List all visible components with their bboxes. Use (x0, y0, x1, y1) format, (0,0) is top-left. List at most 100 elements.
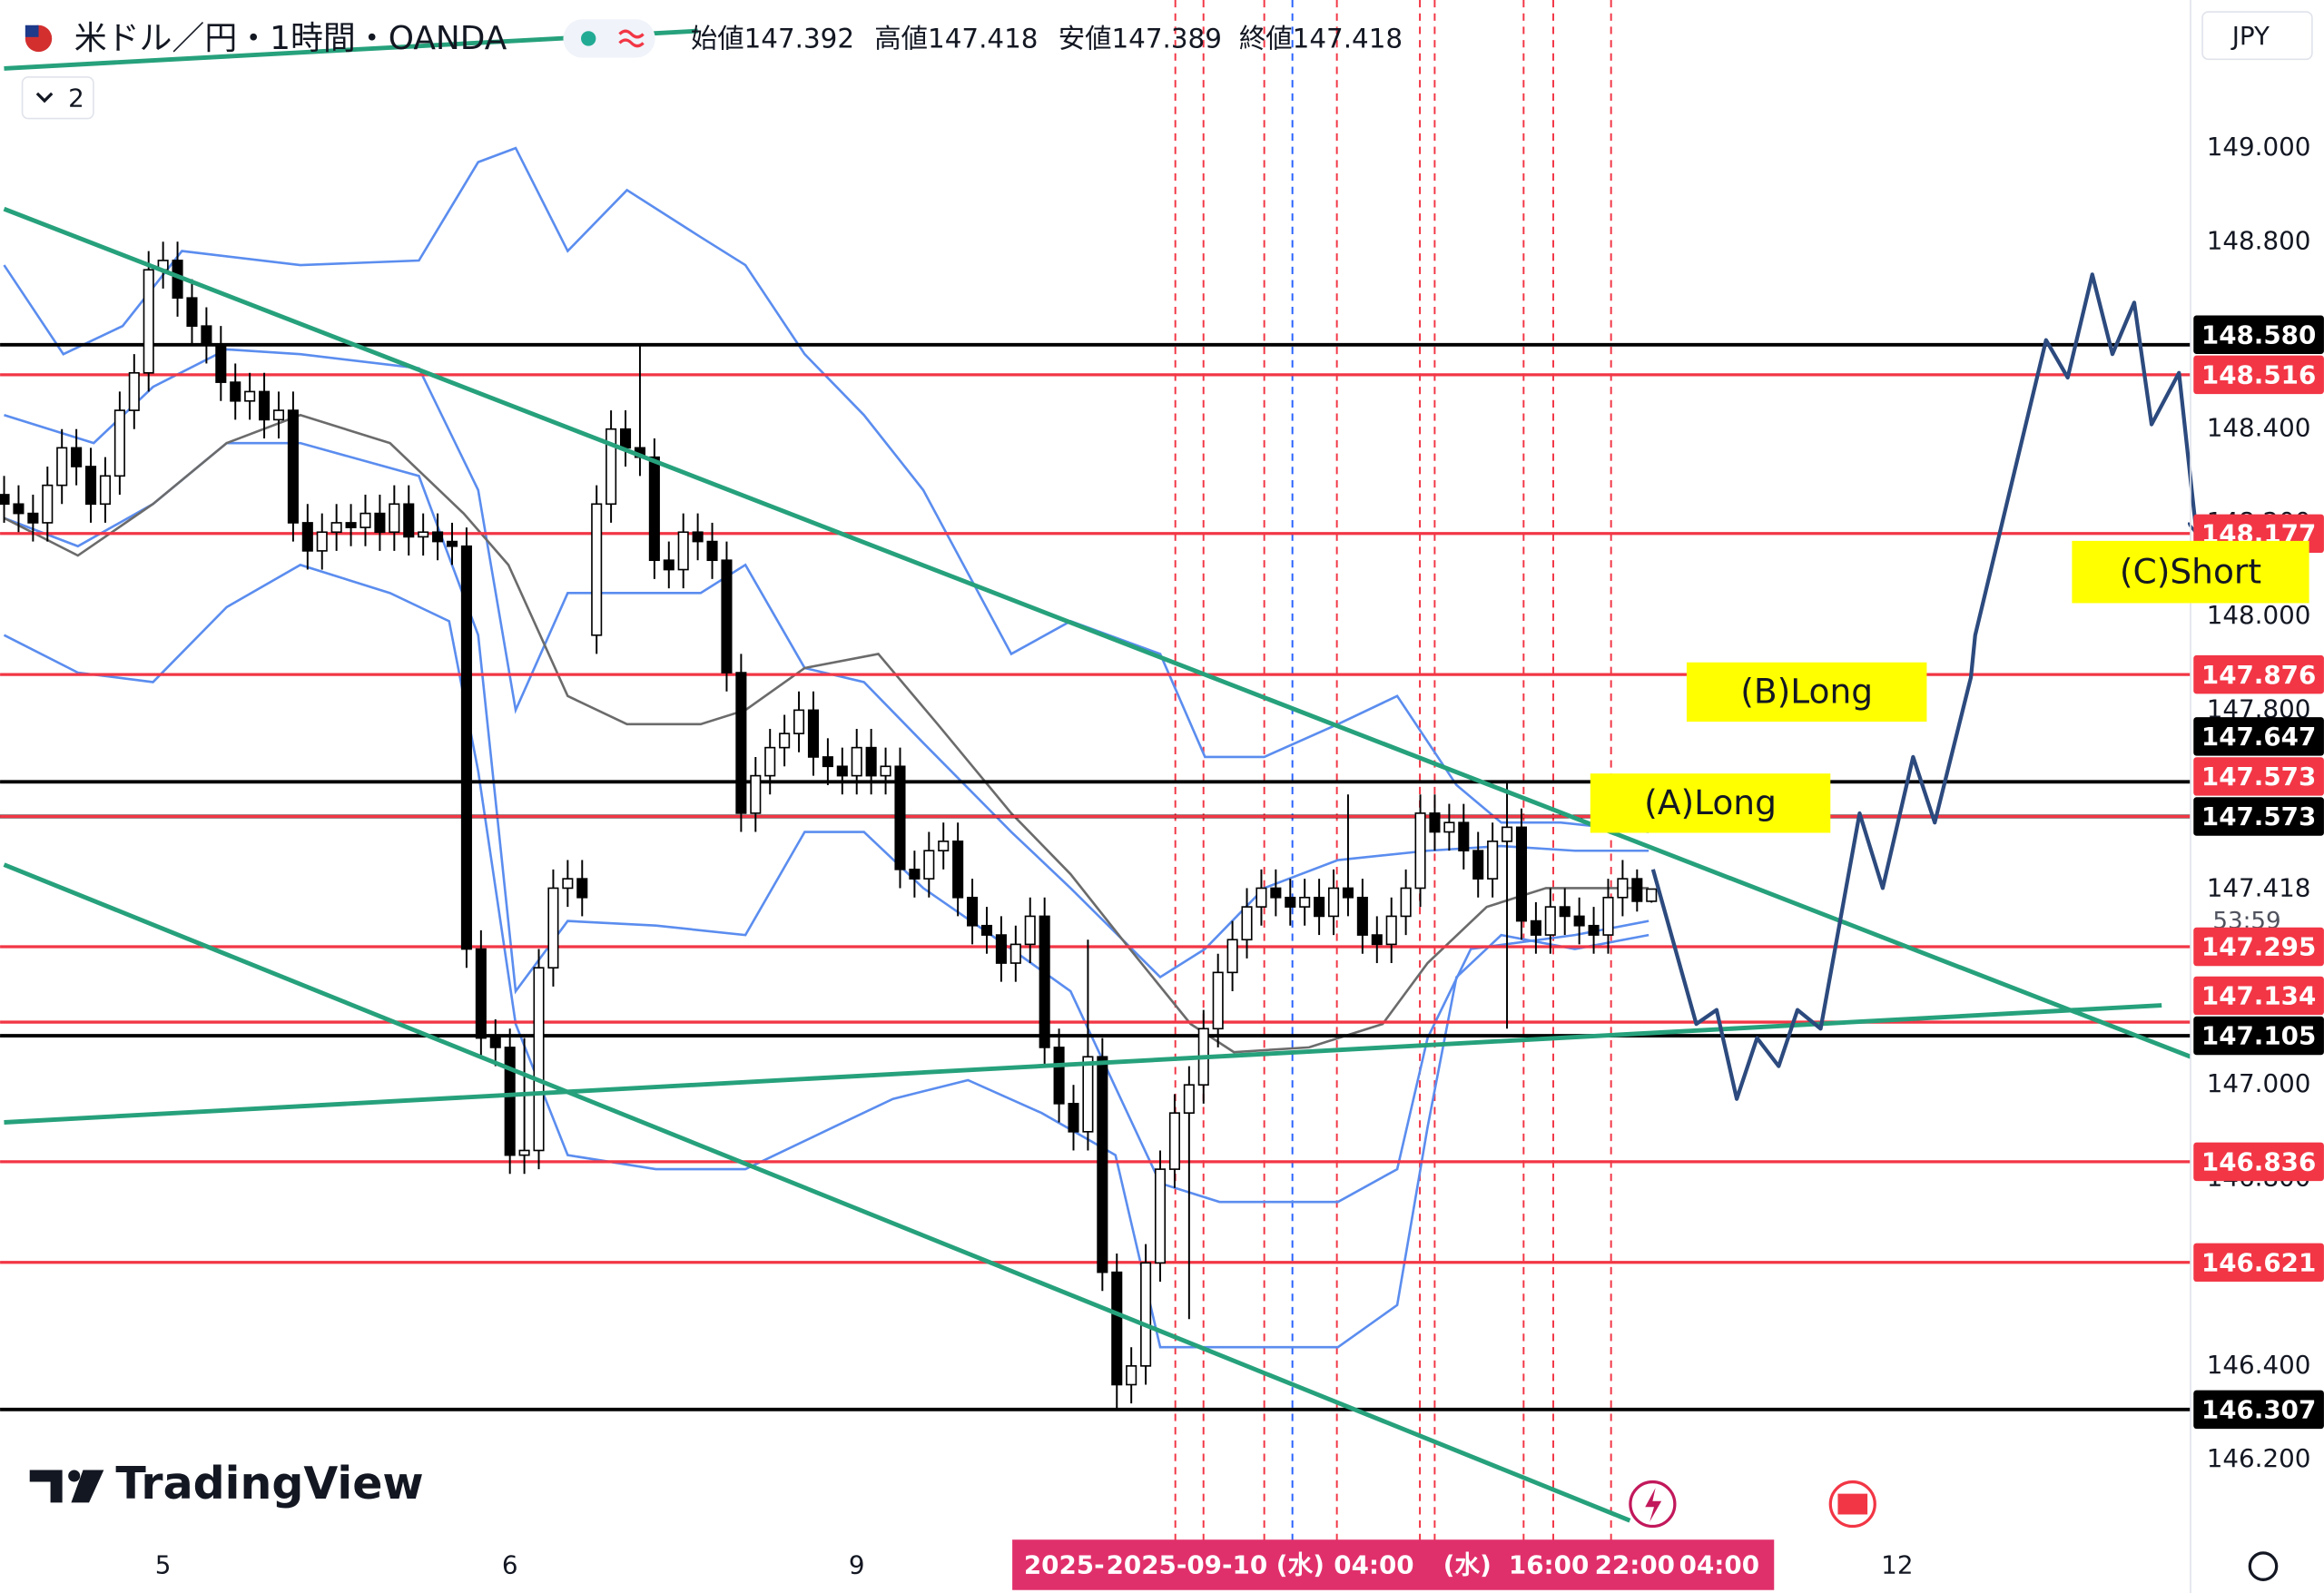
candle-body (13, 503, 25, 515)
candle-body (128, 371, 140, 411)
candle-body (648, 456, 660, 562)
candle-body (1573, 915, 1585, 927)
level-label: 147.295 (2201, 932, 2316, 962)
trendlines (3, 28, 2191, 1523)
candle-body (1039, 915, 1050, 1048)
level-label-box (2193, 1390, 2324, 1430)
candle-body (1588, 924, 1600, 936)
candle-body (1154, 1168, 1167, 1264)
candle-body (663, 559, 675, 571)
annotations: (A)Long (B)Long (C)Short (1590, 540, 2309, 833)
candle-body (1053, 1047, 1065, 1105)
candle-body (1068, 1103, 1079, 1133)
status-dot (581, 31, 596, 46)
candle-body (894, 765, 906, 870)
x-tick-label: 6 (502, 1550, 518, 1580)
y-tick-label: 148.000 (2207, 600, 2311, 630)
y-tick-label: 146.200 (2207, 1443, 2311, 1473)
candle-body (244, 390, 256, 402)
ohlc-low: 安値147.389 (1059, 24, 1222, 54)
crosshair-bar (1012, 1539, 1775, 1590)
candle-body (1299, 896, 1311, 908)
candle-body (1530, 919, 1541, 936)
y-tick-label: 149.000 (2207, 132, 2311, 162)
level-label-box (2193, 1243, 2324, 1283)
candle-body (591, 503, 603, 636)
candle-body (1631, 878, 1643, 902)
candle-body (1082, 1056, 1094, 1133)
candle-body (706, 540, 718, 562)
candle-body (1342, 887, 1354, 899)
level-label-box (2193, 1142, 2324, 1182)
candle-body (1458, 821, 1470, 851)
candle-body (143, 269, 154, 374)
candle-body (301, 522, 313, 552)
level-label-box (2193, 757, 2324, 796)
level-label: 146.621 (2201, 1247, 2316, 1277)
candle-body (1356, 896, 1368, 936)
ohlc-open: 始値147.392 (691, 24, 854, 54)
candle-body (1212, 971, 1224, 1030)
candle-body (432, 531, 444, 543)
annotation-box (2072, 540, 2309, 604)
level-label: 147.647 (2201, 722, 2316, 752)
candle-body (1472, 850, 1484, 880)
level-label: 148.580 (2201, 320, 2316, 349)
level-label-box (2193, 355, 2324, 395)
indicator-toggle[interactable] (21, 76, 94, 120)
candle-body (1270, 887, 1282, 899)
x-tick-label: 9 (849, 1550, 865, 1580)
candle-body (952, 841, 964, 899)
level-label: 147.105 (2201, 1021, 2316, 1051)
currency-button[interactable] (2201, 11, 2313, 61)
x-tick-label: 12 (1881, 1550, 1913, 1580)
candle-body (1515, 826, 1528, 922)
candle-body (475, 948, 487, 1039)
indicator-count: 2 (68, 83, 84, 113)
candle-body (1602, 896, 1614, 936)
header: 米ドル／円・1時間・OANDA 始値147.392 高値147.418 安値14… (21, 11, 2313, 120)
logo-mark (29, 1470, 63, 1503)
level-label-box (2193, 976, 2324, 1016)
crosshair-label: 16:00 (1509, 1550, 1589, 1580)
candle-body (272, 409, 285, 421)
level-label: 148.516 (2201, 359, 2316, 389)
candle-body (1371, 934, 1383, 946)
candle-body (56, 447, 68, 487)
projection (1650, 272, 2196, 1101)
candle-body (764, 746, 776, 777)
crosshair-label: 22:00 (1595, 1550, 1675, 1580)
event-icon (1837, 1493, 1868, 1515)
last-price-box (2193, 868, 2324, 937)
candle-body (446, 540, 458, 547)
candle-body (692, 531, 704, 543)
candle-body (1126, 1365, 1137, 1386)
logo-mark (68, 1470, 81, 1482)
status-icon (618, 29, 645, 48)
crosshair-label: 04:00 (1679, 1550, 1759, 1580)
candle-body (215, 344, 227, 383)
candle-body (1140, 1262, 1152, 1367)
candle-body (793, 709, 805, 734)
candle-body (576, 878, 588, 899)
candle-body (259, 390, 271, 421)
candle-body (980, 924, 993, 936)
candle-body (113, 409, 125, 477)
candle-body (909, 869, 921, 880)
annotation-text: (B)Long (1740, 672, 1873, 712)
candle-body (1443, 821, 1455, 833)
settings-icon[interactable] (2248, 1551, 2279, 1581)
vertical-markers (1174, 0, 1612, 1541)
annotation-text: (C)Short (2120, 551, 2261, 591)
trendline (3, 206, 2191, 1059)
level-label-box (2193, 654, 2324, 694)
crosshair-label: 04:00 (1334, 1550, 1413, 1580)
level-label: 146.307 (2201, 1394, 2316, 1424)
candle-body (562, 878, 574, 890)
status-pill (563, 19, 655, 58)
candle-body (750, 774, 762, 814)
candle-body (230, 381, 241, 402)
candle-body (287, 409, 299, 524)
candle-body (1024, 915, 1036, 946)
